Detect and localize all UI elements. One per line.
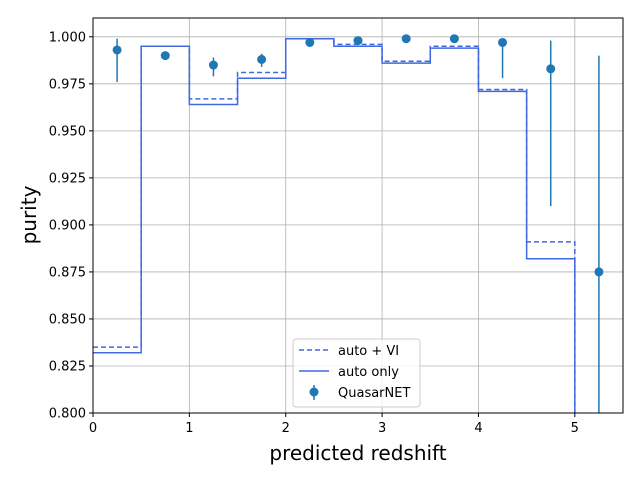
quasarnet-point: [160, 51, 170, 61]
x-tick-label: 3: [378, 421, 386, 436]
quasarnet-point: [449, 34, 459, 44]
quasarnet-point: [353, 36, 363, 46]
quasarnet-point: [208, 60, 218, 70]
y-tick-label: 0.825: [49, 359, 86, 374]
legend-item-quasarnet: QuasarNET: [338, 386, 410, 401]
y-tick-label: 0.925: [49, 171, 86, 186]
quasarnet-point: [305, 37, 315, 47]
y-axis: 0.800 0.825 0.850 0.875 0.900 0.925 0.950 0.975…: [49, 30, 93, 422]
y-tick-label: 0.975: [49, 77, 86, 92]
auto-only-step-line: [93, 37, 576, 413]
series-layer: [93, 34, 604, 413]
grid-lines: [92, 18, 623, 414]
y-tick-label: 0.850: [49, 312, 86, 327]
legend-point-swatch: [309, 387, 319, 397]
legend-item-auto-vi: auto + VI: [338, 344, 399, 359]
x-tick-label: 2: [282, 421, 290, 436]
y-tick-label: 0.950: [49, 124, 86, 139]
quasarnet-point: [498, 37, 508, 47]
legend-item-auto-only: auto only: [338, 365, 399, 380]
plot-frame: [92, 17, 624, 414]
quasarnet-point: [112, 45, 122, 55]
y-tick-label: 0.875: [49, 265, 86, 280]
quasarnet-point: [594, 267, 604, 277]
x-tick-label: 0: [89, 421, 97, 436]
legend-box: [292, 338, 421, 408]
quasarnet-point: [257, 54, 267, 64]
quasarnet-point: [401, 34, 411, 44]
x-tick-label: 5: [571, 421, 579, 436]
legend: auto + VI auto only QuasarNET: [292, 338, 421, 408]
y-tick-label: 0.900: [49, 218, 86, 233]
x-tick-label: 1: [185, 421, 193, 436]
y-tick-label: 1.000: [49, 30, 86, 45]
x-axis: 0 1 2 3 4 5: [89, 413, 579, 436]
y-axis-label: purity: [17, 185, 41, 244]
quasarnet-point: [546, 64, 556, 74]
y-tick-label: 0.800: [49, 407, 86, 422]
x-tick-label: 4: [474, 421, 482, 436]
x-axis-label: predicted redshift: [269, 441, 446, 465]
